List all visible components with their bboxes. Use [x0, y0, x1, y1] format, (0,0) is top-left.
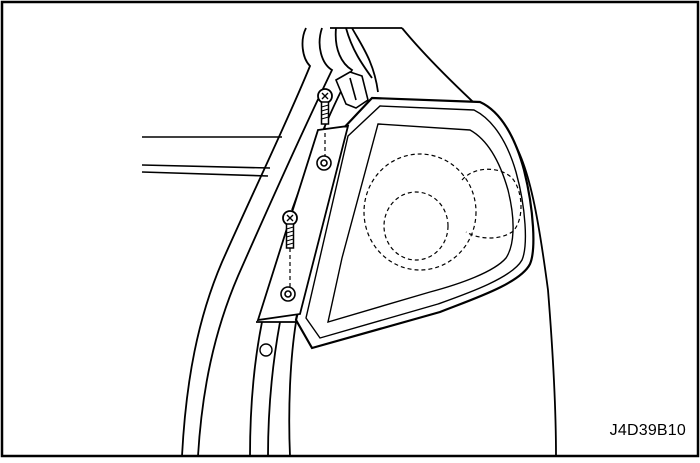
- body-pillar: [181, 27, 379, 457]
- body-hole: [259, 343, 273, 357]
- figure-code: J4D39B10: [609, 422, 686, 439]
- trunk-lid-lines: [141, 136, 282, 177]
- large-bulb-outline: [363, 153, 477, 271]
- screw-icon: [282, 210, 298, 249]
- quarter-panel: [330, 27, 557, 457]
- small-bulb-outline: [461, 168, 522, 239]
- latch-bracket: [334, 71, 369, 109]
- bulb-outlines: [363, 153, 522, 271]
- bolt-hole-icon: [280, 286, 296, 302]
- lamp-lens: [327, 123, 514, 324]
- bolt-hole-icon: [316, 155, 332, 171]
- screw-icon: [317, 88, 333, 125]
- inner-bulb-outline: [383, 191, 449, 261]
- mounting-plate: [256, 124, 350, 322]
- lamp-housing: [294, 96, 535, 350]
